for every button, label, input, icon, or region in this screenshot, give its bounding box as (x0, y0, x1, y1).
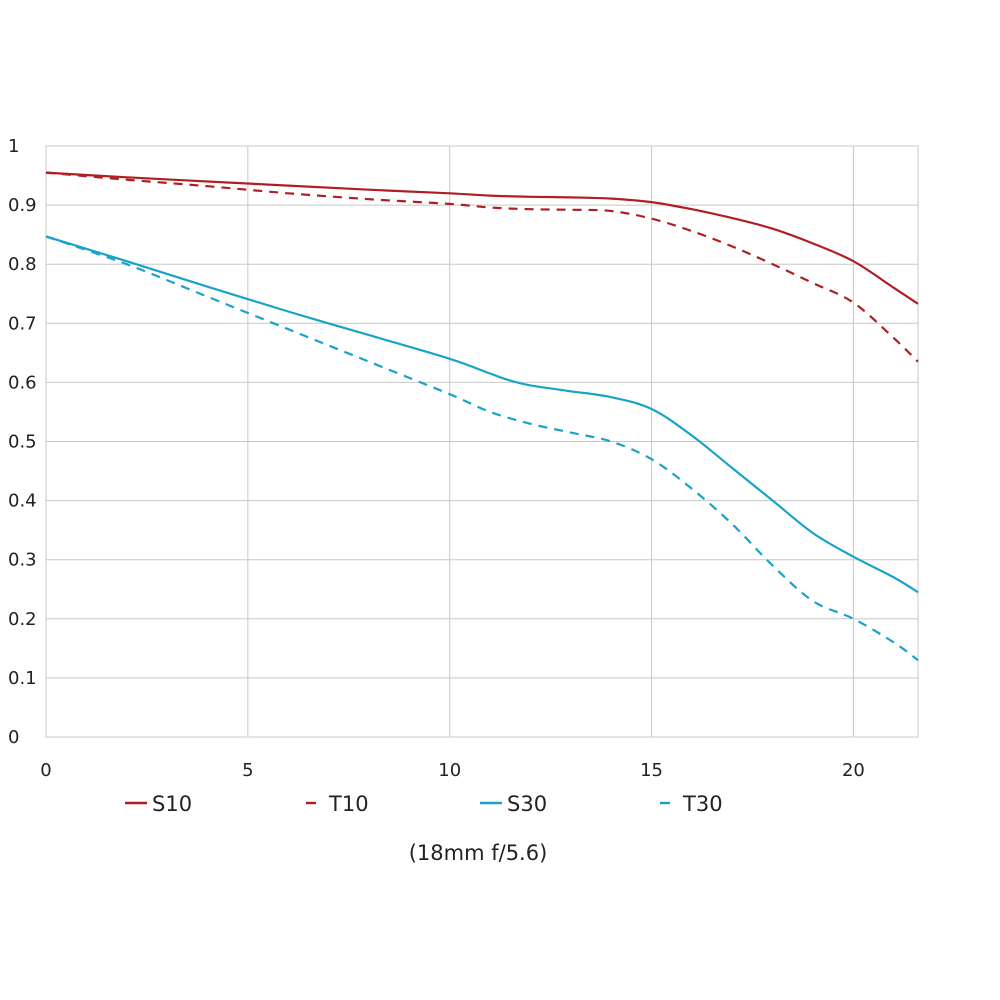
y-tick-label: 1 (8, 136, 19, 157)
legend-label-t10: T10 (328, 792, 369, 816)
series-line-t10 (45, 171, 919, 363)
y-tick-label: 0.3 (8, 550, 37, 571)
series-line-s10 (45, 171, 919, 305)
chart-caption: (18mm f/5.6) (409, 841, 548, 865)
y-tick-label: 0.2 (8, 609, 37, 630)
y-axis-ticks: 0 0.1 0.2 0.3 0.4 0.5 0.6 0.7 0.8 0.9 1 (8, 136, 37, 748)
series-line-t30 (45, 235, 919, 662)
y-tick-label: 0.6 (8, 372, 37, 393)
legend-label-s10: S10 (152, 792, 192, 816)
y-tick-label: 0.5 (8, 432, 37, 453)
y-tick-label: 0.8 (8, 254, 37, 275)
legend: S10 T10 S30 T30 (125, 792, 723, 816)
x-tick-label: 0 (40, 760, 51, 781)
x-tick-label: 15 (640, 760, 663, 781)
legend-label-s30: S30 (507, 792, 547, 816)
y-tick-label: 0.7 (8, 313, 37, 334)
series-line-s30 (45, 235, 919, 594)
x-tick-label: 5 (242, 760, 253, 781)
x-tick-label: 20 (842, 760, 865, 781)
legend-label-t30: T30 (682, 792, 723, 816)
y-tick-label: 0.1 (8, 668, 37, 689)
x-axis-ticks: 0 5 10 15 20 (40, 760, 865, 781)
x-tick-label: 10 (438, 760, 461, 781)
y-tick-label: 0.9 (8, 195, 37, 216)
series-lines (45, 171, 919, 662)
y-tick-label: 0.4 (8, 491, 37, 512)
y-tick-label: 0 (8, 727, 19, 748)
